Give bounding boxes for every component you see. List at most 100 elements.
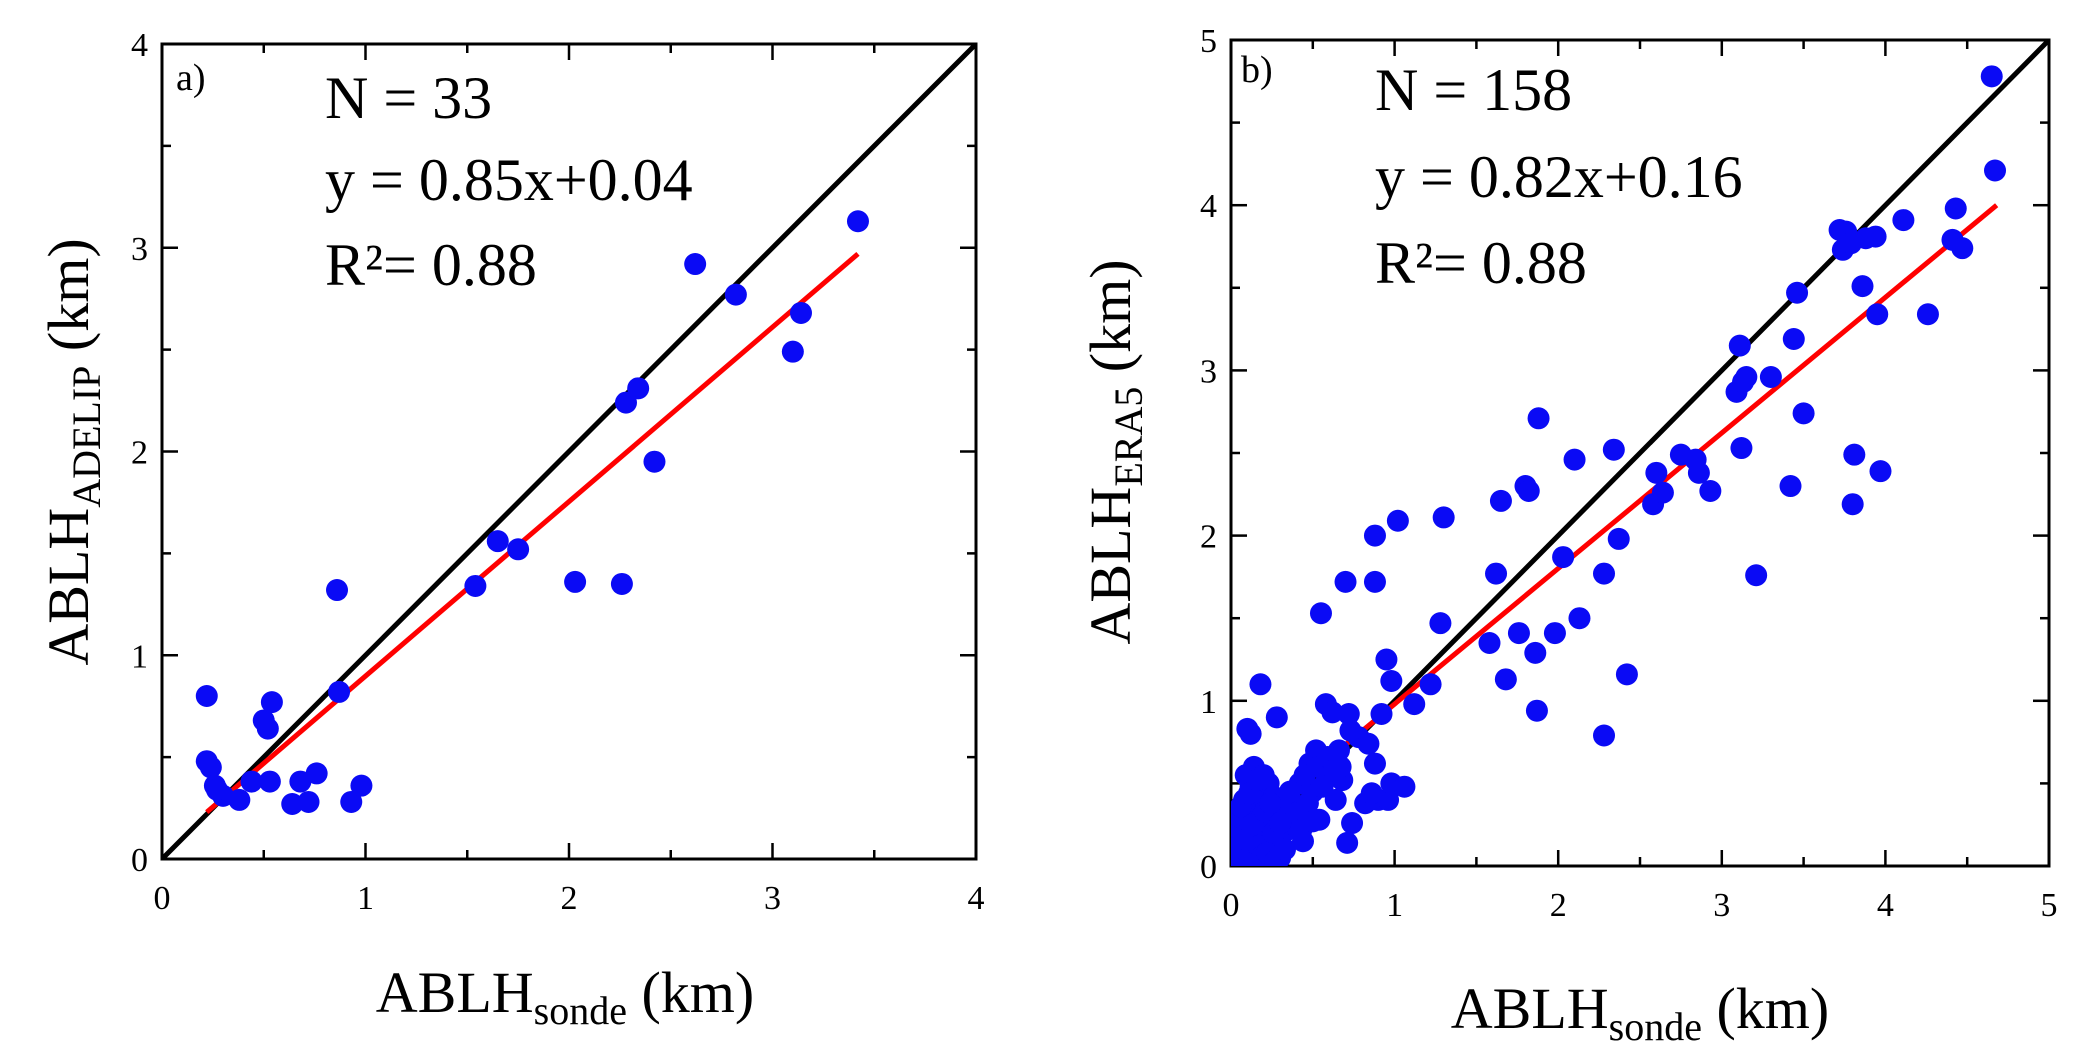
- panel-b-x-tick-label: 2: [1550, 887, 1567, 924]
- panel-b-data-point: [1301, 810, 1324, 833]
- panel-b-data-point: [1593, 562, 1616, 585]
- panel-b-data-point: [1419, 673, 1442, 696]
- panel-b-data-point: [1841, 493, 1864, 516]
- panel-a-data-point: [464, 574, 487, 597]
- panel-a-data-point: [326, 579, 349, 602]
- panel-b-data-point: [1651, 481, 1674, 504]
- panel-b-data-point: [1543, 622, 1566, 645]
- panel-b-data-point: [1645, 461, 1668, 484]
- panel-b-data-point: [1866, 303, 1889, 326]
- panel-b-y-tick-label: 2: [1200, 519, 1217, 556]
- panel-b-x-tick-label: 1: [1386, 887, 1403, 924]
- panel-b-data-point: [1311, 775, 1334, 798]
- panel-a-data-point: [289, 770, 312, 793]
- panel-b-data-point: [1246, 769, 1269, 792]
- panel-b-data-point: [1944, 197, 1967, 220]
- panel-b-data-point: [1527, 407, 1550, 430]
- panel-b-data-point: [1296, 792, 1319, 815]
- panel-a-fit-line: [205, 251, 860, 815]
- panel-a-y-tick-label: 3: [131, 231, 148, 268]
- panel-a-r2: R²= 0.88: [325, 232, 537, 298]
- panel-a-data-point: [610, 572, 633, 595]
- panel-a-data-point: [846, 210, 869, 233]
- panel-b: 0 1 2 3 4 5 0 1 2 3 4 5 b) N = 158 y = 0.82x+0.16 R…: [1078, 23, 2058, 1049]
- panel-b-data-point: [1370, 703, 1393, 726]
- panel-b-data-point: [1485, 562, 1508, 585]
- panel-b-data-point: [1524, 641, 1547, 664]
- panel-b-data-point: [1759, 366, 1782, 389]
- panel-b-data-point: [1336, 831, 1359, 854]
- panel-b-ticks: [1229, 38, 2051, 868]
- panel-b-data-point: [1259, 792, 1282, 815]
- panel-b-data-point: [1403, 693, 1426, 716]
- panel-b-data-point: [1984, 159, 2007, 182]
- panel-b-data-point: [1916, 303, 1939, 326]
- panel-b-data-point: [1393, 775, 1416, 798]
- panel-b-data-point: [1357, 732, 1380, 755]
- panel-b-data-point: [1239, 722, 1262, 745]
- panel-b-data-point: [1951, 237, 1974, 260]
- panel-a-label: a): [176, 57, 206, 99]
- panel-a-data-point: [789, 301, 812, 324]
- panel-b-fit-equation: y = 0.82x+0.16: [1375, 144, 1743, 210]
- panel-b-data-point: [1309, 602, 1332, 625]
- panel-a-data-point: [684, 253, 707, 276]
- panel-b-r2: R²= 0.88: [1375, 230, 1587, 296]
- panel-a-fit-equation: y = 0.85x+0.04: [325, 147, 693, 213]
- panel-b-data-point: [1269, 812, 1292, 835]
- panel-a: 0 1 2 3 4 0 1 2 3 4 a) N = 33 y = 0.85x+0.04 R²= …: [36, 27, 985, 1033]
- panel-b-y-axis-label: ABLHERA5 (km): [1078, 259, 1151, 644]
- panel-b-data-point: [1380, 669, 1403, 692]
- panel-b-x-tick-label: 3: [1713, 887, 1730, 924]
- panel-a-data-point: [340, 790, 363, 813]
- panel-a-y-tick-label: 2: [131, 435, 148, 472]
- panel-b-tick-labels: 0 1 2 3 4 5 0 1 2 3 4 5: [1200, 23, 2058, 924]
- panel-b-data-point: [1593, 724, 1616, 747]
- panel-b-y-tick-label: 5: [1200, 23, 1217, 60]
- panel-b-data-point: [1563, 448, 1586, 471]
- panel-a-data-point: [781, 340, 804, 363]
- panel-b-data-point: [1779, 475, 1802, 498]
- panel-b-data-point: [1429, 612, 1452, 635]
- panel-a-data-point: [486, 530, 509, 553]
- panel-b-data-point: [1339, 719, 1362, 742]
- panel-b-data-point: [1341, 812, 1364, 835]
- panel-a-data-point: [240, 770, 263, 793]
- panel-a-tick-labels: 0 1 2 3 4 0 1 2 3 4: [131, 27, 985, 917]
- panel-a-x-tick-label: 4: [968, 880, 985, 917]
- panel-b-data-point: [1517, 479, 1540, 502]
- panel-b-label: b): [1241, 49, 1273, 91]
- panel-a-data-point: [627, 377, 650, 400]
- panel-b-data-point: [1360, 782, 1383, 805]
- panel-b-data-point: [1249, 673, 1272, 696]
- panel-a-data-point: [205, 778, 228, 801]
- panel-a-x-tick-label: 1: [357, 880, 374, 917]
- panel-b-data-point: [1568, 607, 1591, 630]
- panel-a-data-point: [507, 538, 530, 561]
- panel-b-data-point: [1735, 366, 1758, 389]
- panel-a-ticks: [160, 42, 978, 861]
- panel-b-x-tick-label: 5: [2041, 887, 2058, 924]
- panel-b-data-point: [1432, 506, 1455, 529]
- panel-b-data-point: [1489, 489, 1512, 512]
- panel-a-data-point: [564, 570, 587, 593]
- panel-b-points: [1231, 65, 2007, 866]
- panel-b-data-point: [1478, 631, 1501, 654]
- panel-b-data-point: [1507, 622, 1530, 645]
- panel-b-data-point: [1892, 209, 1915, 232]
- panel-a-data-point: [724, 283, 747, 306]
- panel-b-y-tick-label: 0: [1200, 849, 1217, 886]
- panel-b-data-point: [1494, 668, 1517, 691]
- panel-b-data-point: [1869, 460, 1892, 483]
- panel-b-data-point: [1602, 438, 1625, 461]
- panel-b-y-tick-label: 3: [1200, 353, 1217, 390]
- panel-b-data-point: [1607, 527, 1630, 550]
- panel-b-data-point: [1265, 706, 1288, 729]
- panel-a-data-point: [305, 762, 328, 785]
- panel-a-data-point: [199, 756, 222, 779]
- panel-b-data-point: [1273, 838, 1296, 861]
- panel-a-y-tick-label: 4: [131, 27, 148, 64]
- panel-b-data-point: [1321, 701, 1344, 724]
- panel-a-data-point: [260, 691, 283, 714]
- panel-b-data-point: [1843, 443, 1866, 466]
